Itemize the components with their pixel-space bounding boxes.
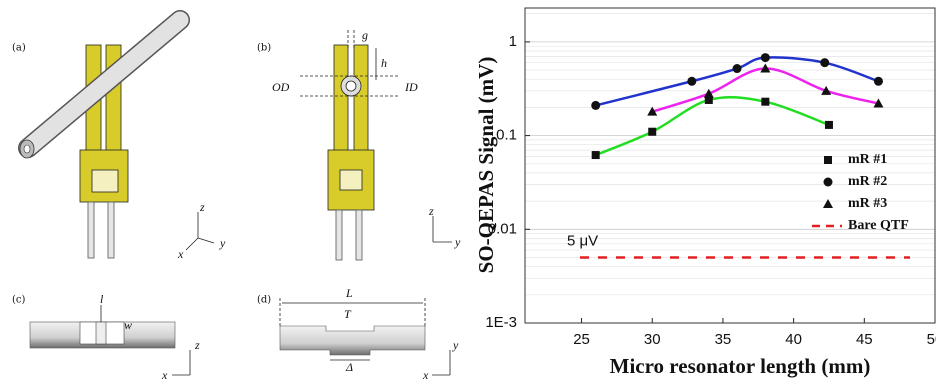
marker: [592, 151, 600, 159]
legend-marker: [823, 199, 833, 208]
panel-d: (d) L T Δ y x: [257, 286, 459, 382]
marker: [874, 77, 883, 86]
x-tick-label: 35: [715, 331, 732, 348]
legend-label: mR #3: [848, 196, 887, 211]
series-line: [596, 97, 829, 155]
axis-letter: y: [219, 236, 226, 250]
axis-letter: y: [454, 235, 461, 249]
x-axis-title: Micro resonator length (mm): [610, 354, 871, 378]
x-tick-label: 40: [785, 331, 802, 348]
axis-letter: x: [177, 247, 184, 261]
x-tick-label: 50: [927, 331, 936, 348]
axis-letter: x: [161, 368, 168, 382]
panel-label: (a): [12, 43, 26, 54]
panel-label: (d): [257, 295, 271, 306]
axis-letter: z: [428, 204, 434, 218]
y-tick-label: 1E-3: [485, 314, 517, 331]
x-tick-label: 45: [856, 331, 873, 348]
marker: [761, 53, 770, 62]
dimension-label: w: [124, 318, 132, 332]
marker: [687, 77, 696, 86]
marker: [825, 121, 833, 129]
x-tick-label: 25: [573, 331, 590, 348]
legend-label: mR #2: [848, 174, 887, 189]
dimension-label: T: [344, 307, 352, 321]
y-tick-label: 1: [509, 33, 517, 50]
axis-letter: y: [452, 338, 459, 352]
chart: Micro resonator length (mm) SO-QEPAS Sig…: [474, 8, 936, 378]
marker: [761, 98, 769, 106]
marker: [733, 64, 742, 73]
y-tick-label: 0.1: [496, 127, 517, 144]
panel-label: (b): [257, 43, 271, 54]
dimension-label: g: [362, 28, 368, 42]
dimension-label: Δ: [345, 360, 353, 374]
legend-marker: [824, 156, 832, 164]
y-axis-title: SO-QEPAS Signal (mV): [474, 57, 498, 274]
panel-b: (b) g h OD ID z y: [257, 28, 461, 260]
x-tick-label: 30: [644, 331, 661, 348]
reference-label: 5 μV: [567, 232, 598, 249]
dimension-label: ID: [404, 80, 418, 94]
marker: [820, 58, 829, 67]
panel-label: (c): [12, 295, 26, 306]
legend-label: Bare QTF: [848, 218, 909, 233]
dimension-label: h: [381, 56, 387, 70]
axis-letter: z: [194, 338, 200, 352]
y-tick-label: 0.01: [488, 220, 517, 237]
panel-a: (a) z y x: [12, 20, 226, 261]
marker: [648, 128, 656, 136]
dimension-label: l: [100, 292, 104, 306]
dimension-label: OD: [272, 80, 290, 94]
marker: [591, 101, 600, 110]
legend-label: mR #1: [848, 152, 887, 167]
axis-letter: z: [199, 200, 205, 214]
figure: (a) z y x (b) g h OD ID z y: [0, 0, 936, 382]
dimension-label: L: [345, 286, 353, 300]
legend-marker: [824, 178, 833, 187]
axis-letter: x: [422, 368, 429, 382]
panel-c: (c) l w z x: [12, 292, 200, 382]
